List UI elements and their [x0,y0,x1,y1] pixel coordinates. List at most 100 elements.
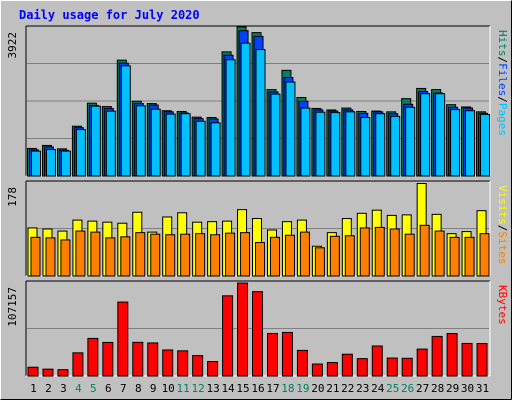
pages-bar: 1860 [135,105,146,177]
kbytes-panel: 1010079007300267004330038700852003880038… [6,280,509,377]
sites-bar: 64 [255,242,266,277]
chart-panels: 7306906608107707007206806601320128012301… [6,25,509,377]
pages-bar: 1820 [405,106,416,177]
pages-bar: 1680 [330,112,341,177]
x-tick-label: 21 [326,382,339,395]
pages-bar: 2170 [270,93,281,177]
sites-bar: 92 [359,227,370,277]
sites-bar: 80 [404,233,415,277]
kbytes-bar: 30000 [162,349,174,377]
hits-legend-separator: / [496,57,509,64]
hits-ymax-label: 3922 [6,32,19,59]
pages-bar: 2180 [435,93,446,177]
sites-bar: 90 [389,228,400,277]
pages-bar: 700 [45,149,56,177]
kbytes-bar: 107100 [237,282,249,377]
kbytes-bar: 34600 [371,345,383,377]
pages-bar: 3520 [240,42,251,177]
sites-bar: 74 [449,236,460,277]
sites-bar: 80 [150,233,161,277]
chart-title: Daily usage for July 2020 [19,8,200,22]
sites-bar: 54 [314,247,325,277]
hits-legend-entry-hits: Hits [496,30,509,57]
kbytes-bar: 48900 [446,333,458,377]
pages-bar: 1730 [465,110,476,177]
x-tick-label: 4 [75,382,82,395]
x-tick-label: 1 [30,382,37,395]
sites-bar: 73 [105,237,116,277]
sites-bar: 86 [434,230,445,277]
sites-visits-panel: 9274907386691078610584103731017512283848… [6,180,509,277]
x-tick-label: 2 [45,382,52,395]
kbytes-bar: 38700 [102,341,114,377]
x-tick-label: 15 [236,382,249,395]
x-tick-label: 25 [386,382,399,395]
x-tick-label: 24 [371,382,385,395]
kbytes-bar: 7900 [42,368,54,377]
hits-legend-entry-pages: Pages [496,103,509,136]
visits-legend-entry-sites: Sites [496,231,509,264]
kbytes-bar: 85200 [117,301,129,377]
x-axis-day-labels: 1 2 3 4 5 6 7 8 9 10 11 12 13 14 15 16 17 18 19 20 21 22 23 24 2… [30,382,489,395]
visits-legend-separator: / [496,225,509,232]
sites-bar: 73 [45,237,56,277]
pages-bar: 1700 [345,111,356,177]
pages-bar: 1230 [75,129,86,177]
kbytes-bar: 20000 [356,358,368,377]
x-tick-label: 30 [461,382,474,395]
kbytes-bar: 25100 [341,353,353,377]
kbytes-bar: 29000 [177,350,189,377]
kbytes-bar: 37400 [476,343,488,377]
x-tick-label: 8 [135,382,142,395]
pages-bar: 3350 [255,49,266,177]
pages-bar: 1550 [360,117,371,177]
x-tick-label: 27 [416,382,429,395]
x-tick-label: 9 [150,382,157,395]
kbytes-bar: 50200 [281,331,293,377]
kbytes-bar: 49000 [266,332,278,377]
sites-bar: 81 [195,233,206,277]
pages-bar: 1800 [300,107,311,177]
kbytes-bar: 7300 [57,369,69,377]
sites-bar: 76 [329,235,340,277]
sites-bar: 74 [464,236,475,277]
visits-legend-entry-visits: Visits [496,185,509,225]
pages-bar: 660 [60,150,71,177]
x-tick-label: 26 [401,382,414,395]
kbytes-bar: 26700 [72,352,84,377]
sites-bar: 79 [210,234,221,277]
sites-bar: 80 [180,233,191,277]
sites-bar: 75 [120,236,131,277]
pages-bar: 2490 [285,81,296,177]
x-tick-label: 13 [206,382,219,395]
pages-bar: 3080 [225,59,236,177]
hits-files-pages-panel: 7306906608107707007206806601320128012301… [6,25,509,177]
pages-bar: 2920 [120,65,131,177]
x-tick-label: 20 [311,382,324,395]
x-tick-label: 29 [446,382,459,395]
hits-legend: Hits/Files/Pages [496,30,509,136]
sites-bar: 74 [269,236,280,277]
kbytes-legend: KBytes [496,285,509,325]
x-tick-label: 14 [221,382,235,395]
pages-bar: 1690 [315,111,326,177]
kbytes-bar: 31000 [416,348,428,377]
kbytes-bar: 37500 [461,342,473,377]
x-tick-label: 3 [60,382,67,395]
sites-bar: 83 [135,232,146,277]
kbytes-bar: 20400 [401,357,413,377]
x-tick-label: 12 [192,382,205,395]
x-tick-label: 18 [281,382,294,395]
x-tick-label: 16 [251,382,264,395]
kbytes-bar: 16700 [207,361,219,377]
pages-bar: 1720 [105,110,116,177]
pages-bar: 1770 [150,108,161,177]
hits-legend-entry-files: Files [496,63,509,96]
x-tick-label: 19 [296,382,309,395]
pages-bar: 1760 [450,109,461,177]
x-tick-label: 28 [431,382,444,395]
kbytes-bar: 45600 [431,335,443,377]
sites-bar: 86 [75,230,86,277]
kbytes-bar: 38100 [147,342,159,377]
